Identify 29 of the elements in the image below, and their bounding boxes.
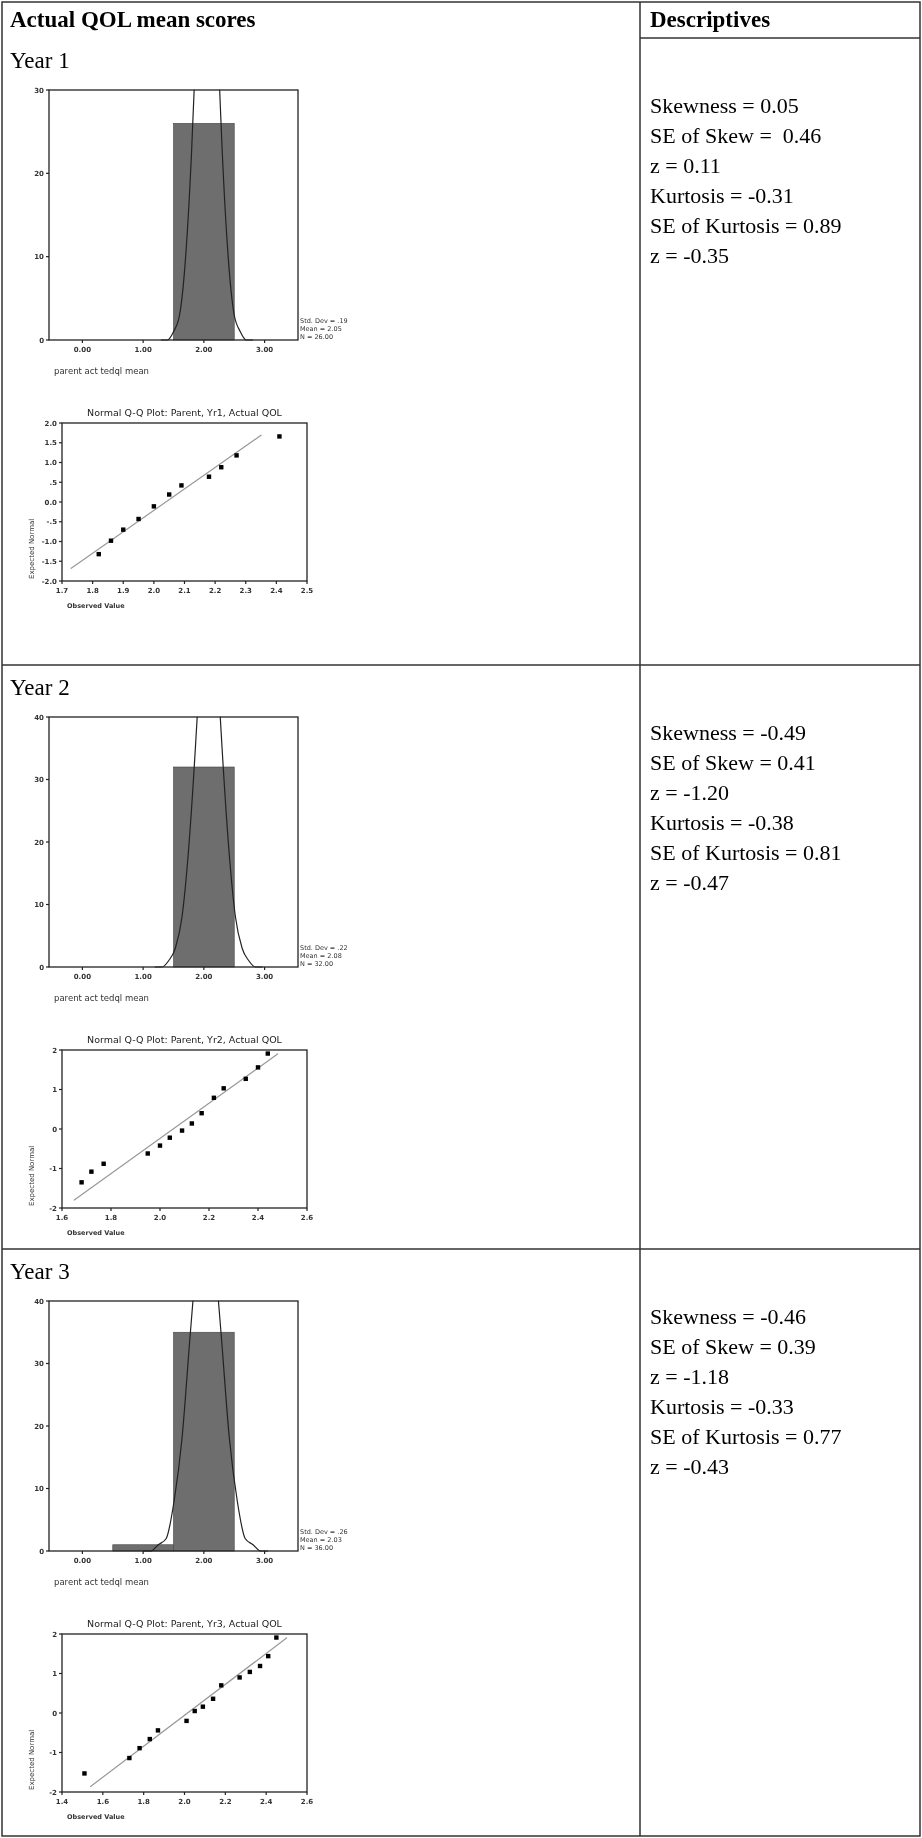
text: Kurtosis = -0.33 — [650, 1394, 794, 1419]
text: Kurtosis = -0.38 — [650, 810, 794, 835]
chart-title: Year 3 — [10, 1259, 70, 1284]
text: SE of Kurtosis = 0.89 — [650, 213, 842, 238]
text: SE of Kurtosis = 0.77 — [650, 1424, 842, 1449]
chart-title: Year 2 — [10, 675, 70, 700]
text: Skewness = 0.05 — [650, 93, 799, 118]
text: SE of Skew = 0.39 — [650, 1334, 816, 1359]
text: SE of Kurtosis = 0.81 — [650, 840, 842, 865]
text: z = -1.20 — [650, 780, 729, 805]
chart-title: Normal Q-Q Plot: Parent, Yr2, Actual QOL — [87, 1034, 283, 1045]
x-axis-title: parent act tedql mean — [54, 366, 150, 376]
text: SE of Skew = 0.46 — [650, 123, 822, 148]
text: Skewness = -0.49 — [650, 720, 807, 745]
text: z = -1.18 — [650, 1364, 729, 1389]
chart-title: Normal Q-Q Plot: Parent, Yr3, Actual QOL — [87, 1618, 283, 1629]
chart-title: Normal Q-Q Plot: Parent, Yr1, Actual QOL — [87, 407, 283, 418]
text: Kurtosis = -0.31 — [650, 183, 794, 208]
text: Descriptives — [650, 7, 771, 32]
text: z = 0.11 — [650, 153, 721, 178]
text: z = -0.43 — [650, 1454, 729, 1479]
x-axis-title: parent act tedql mean — [54, 1577, 150, 1587]
text: z = -0.47 — [650, 870, 729, 895]
text: z = -0.35 — [650, 243, 729, 268]
text: SE of Skew = 0.41 — [650, 750, 816, 775]
text: Actual QOL mean scores — [10, 7, 256, 32]
x-axis-title: parent act tedql mean — [54, 993, 150, 1003]
chart-title: Year 1 — [10, 48, 70, 73]
text: Skewness = -0.46 — [650, 1304, 807, 1329]
